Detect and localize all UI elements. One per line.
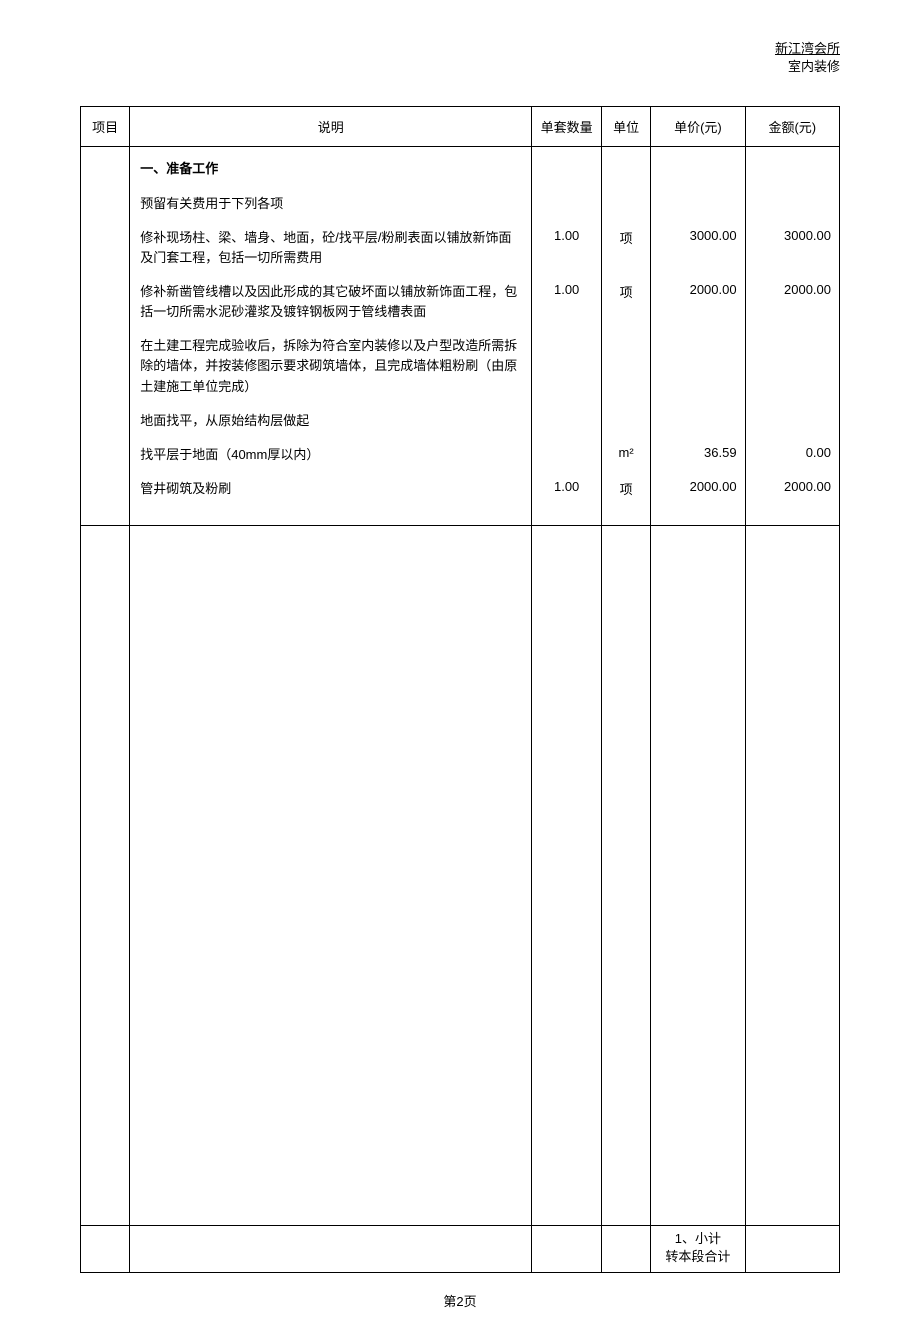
- table-row: 一、准备工作预留有关费用于下列各项修补现场柱、梁、墙身、地面，砼/找平层/粉刷表…: [81, 147, 840, 526]
- footer-row: 1、小计转本段合计: [81, 1226, 840, 1273]
- amount-value: [754, 159, 831, 179]
- amount-value: 3000.00: [754, 228, 831, 268]
- unit-value: 项: [610, 282, 642, 322]
- desc-text: 找平层于地面（40mm厚以内）: [140, 445, 521, 465]
- amount-value: 2000.00: [754, 479, 831, 499]
- item-cell: [81, 147, 130, 526]
- qty-value: [540, 194, 593, 214]
- col-header-amount: 金额(元): [745, 107, 839, 147]
- price-value: [659, 336, 736, 396]
- price-value: 2000.00: [659, 479, 736, 499]
- page: 新江湾会所 室内装修 项目 说明 单套数量 单位 单价(元) 金额(元) 一、准…: [0, 0, 920, 1340]
- subtotal-label: 1、小计: [655, 1230, 740, 1248]
- quotation-table: 项目 说明 单套数量 单位 单价(元) 金额(元) 一、准备工作预留有关费用于下…: [80, 106, 840, 1273]
- qty-value: [540, 445, 593, 465]
- desc-text: 一、准备工作: [140, 159, 521, 179]
- amount-value: 0.00: [754, 445, 831, 465]
- price-value: 3000.00: [659, 228, 736, 268]
- qty-value: 1.00: [540, 228, 593, 268]
- amount-value: [754, 411, 831, 431]
- amount-value: [754, 194, 831, 214]
- amount-value: 2000.00: [754, 282, 831, 322]
- price-value: [659, 194, 736, 214]
- price-value: [659, 411, 736, 431]
- col-header-unit: 单位: [602, 107, 651, 147]
- table-header-row: 项目 说明 单套数量 单位 单价(元) 金额(元): [81, 107, 840, 147]
- price-value: 36.59: [659, 445, 736, 465]
- price-cell: 3000.00 2000.00 36.59 2000.00: [651, 147, 745, 526]
- unit-value: [610, 194, 642, 214]
- qty-value: [540, 336, 593, 396]
- unit-cell: 项项m²项: [602, 147, 651, 526]
- desc-text: 在土建工程完成验收后，拆除为符合室内装修以及户型改造所需拆除的墙体，并按装修图示…: [140, 336, 521, 396]
- price-value: 2000.00: [659, 282, 736, 322]
- col-header-item: 项目: [81, 107, 130, 147]
- unit-value: 项: [610, 479, 642, 499]
- desc-text: 预留有关费用于下列各项: [140, 194, 521, 214]
- col-header-price: 单价(元): [651, 107, 745, 147]
- desc-cell: 一、准备工作预留有关费用于下列各项修补现场柱、梁、墙身、地面，砼/找平层/粉刷表…: [130, 147, 532, 526]
- col-header-desc: 说明: [130, 107, 532, 147]
- header-title: 新江湾会所: [775, 41, 840, 56]
- desc-text: 修补现场柱、梁、墙身、地面，砼/找平层/粉刷表面以铺放新饰面及门套工程，包括一切…: [140, 228, 521, 268]
- table-body: 一、准备工作预留有关费用于下列各项修补现场柱、梁、墙身、地面，砼/找平层/粉刷表…: [81, 147, 840, 1273]
- price-value: [659, 159, 736, 179]
- unit-value: m²: [610, 445, 642, 465]
- qty-value: 1.00: [540, 282, 593, 322]
- qty-value: [540, 159, 593, 179]
- amount-value: [754, 336, 831, 396]
- page-header: 新江湾会所 室内装修: [80, 40, 840, 76]
- col-header-qty: 单套数量: [532, 107, 602, 147]
- desc-text: 修补新凿管线槽以及因此形成的其它破坏面以铺放新饰面工程，包括一切所需水泥砂灌浆及…: [140, 282, 521, 322]
- unit-value: [610, 411, 642, 431]
- qty-cell: 1.00 1.00 1.00: [532, 147, 602, 526]
- desc-text: 地面找平，从原始结构层做起: [140, 411, 521, 431]
- qty-value: [540, 411, 593, 431]
- desc-text: 管井砌筑及粉刷: [140, 479, 521, 499]
- header-subtitle: 室内装修: [788, 59, 840, 74]
- unit-value: 项: [610, 228, 642, 268]
- filler-row: [81, 526, 840, 1226]
- carry-label: 转本段合计: [655, 1248, 740, 1266]
- unit-value: [610, 336, 642, 396]
- qty-value: 1.00: [540, 479, 593, 499]
- unit-value: [610, 159, 642, 179]
- amount-cell: 3000.00 2000.00 0.00 2000.00: [745, 147, 839, 526]
